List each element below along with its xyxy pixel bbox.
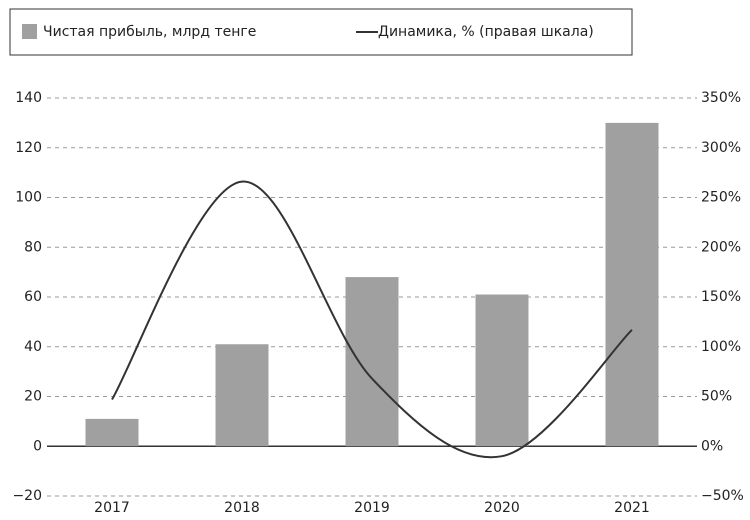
y-tick-label: 80 xyxy=(24,239,42,255)
y-tick-label: 60 xyxy=(24,289,42,305)
bar xyxy=(345,277,399,447)
y-tick-label: 20 xyxy=(24,389,42,405)
x-tick-label: 2019 xyxy=(354,500,390,516)
y-tick-label: 100 xyxy=(15,190,42,206)
y2-tick-label: 50% xyxy=(701,389,732,405)
bar xyxy=(85,418,139,447)
y2-tick-label: 350% xyxy=(701,90,741,106)
legend-swatch xyxy=(22,24,37,39)
y2-tick-label: 300% xyxy=(701,140,741,156)
y2-tick-label: 250% xyxy=(701,190,741,206)
y-tick-label: 140 xyxy=(15,90,42,106)
legend-box xyxy=(9,8,633,56)
legend-label: Чистая прибыль, млрд тенге xyxy=(43,24,256,40)
x-tick-label: 2017 xyxy=(94,500,130,516)
y2-tick-label: 0% xyxy=(701,438,723,454)
y-tick-label: 0 xyxy=(33,438,42,454)
x-tick-label: 2021 xyxy=(614,500,650,516)
x-tick-label: 2020 xyxy=(484,500,520,516)
bar xyxy=(475,294,529,447)
y-tick-label: −20 xyxy=(12,488,42,504)
y2-tick-label: 100% xyxy=(701,339,741,355)
bar xyxy=(605,122,659,447)
y2-tick-label: 150% xyxy=(701,289,741,305)
legend-label: Динамика, % (правая шкала) xyxy=(378,24,594,40)
y-tick-label: 40 xyxy=(24,339,42,355)
x-tick-label: 2018 xyxy=(224,500,260,516)
line xyxy=(111,180,633,459)
y-tick-label: 120 xyxy=(15,140,42,156)
y2-tick-label: −50% xyxy=(701,488,744,504)
bar xyxy=(215,344,269,447)
y2-tick-label: 200% xyxy=(701,239,741,255)
